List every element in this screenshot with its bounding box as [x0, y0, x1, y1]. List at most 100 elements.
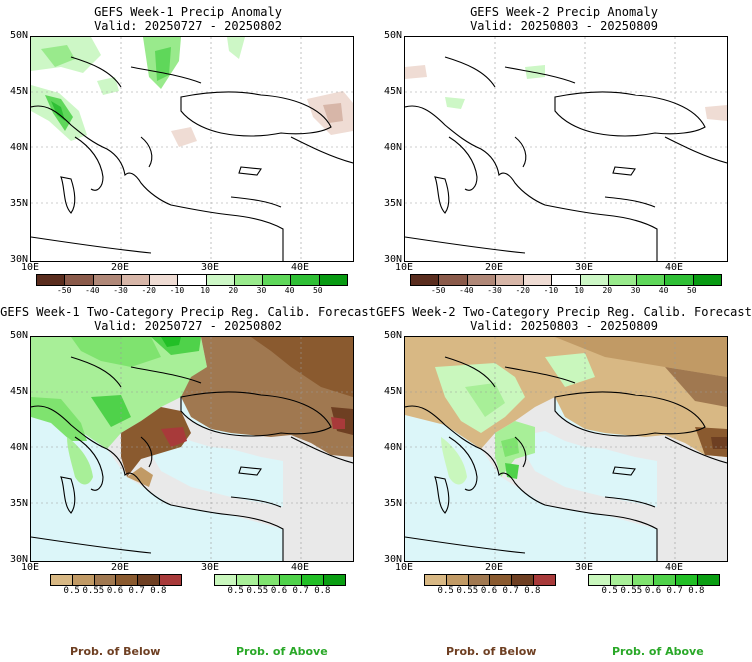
- panel-valid-dates: Valid: 20250727 - 20250802: [94, 19, 282, 33]
- colorbar-tick-label: 0.6: [644, 586, 662, 596]
- colorbar-tick-label: 0.5: [63, 586, 80, 596]
- colorbar-tick-label: 20: [602, 286, 613, 295]
- lon-label: 30E: [574, 262, 594, 273]
- anomaly-map: [30, 36, 354, 262]
- colorbar-swatch: [495, 275, 525, 285]
- prob-below-colorbar: [424, 574, 556, 586]
- prob-below-label: Prob. of Below: [446, 645, 537, 658]
- lat-label: 45N: [383, 86, 402, 97]
- anomaly-colorbar: [410, 274, 722, 286]
- lat-label: 45N: [9, 86, 28, 97]
- colorbar-swatch: [610, 575, 633, 585]
- lon-label: 40E: [664, 562, 684, 573]
- colorbar-tick-label: 0.7: [292, 586, 309, 596]
- panel-valid-dates: Valid: 20250803 - 20250809: [470, 19, 658, 33]
- colorbar-tick-label: 10: [574, 286, 584, 295]
- prob-above-colorbar: [588, 574, 720, 586]
- anomaly-colorbar-labels: -50 -40 -30 -20 -10 10 20 30 40 50: [36, 287, 346, 297]
- colorbar-swatch: [580, 275, 609, 285]
- colorbar-swatch: [468, 575, 491, 585]
- colorbar-tick-label: 0.6: [480, 586, 498, 596]
- colorbar-swatch: [72, 575, 95, 585]
- colorbar-swatch: [665, 275, 694, 285]
- colorbar-tick-label: -20: [515, 286, 530, 295]
- colorbar-swatch: [411, 275, 440, 285]
- colorbar-swatch: [534, 575, 555, 585]
- panel-title: GEFS Week-2 Two-Category Precip Reg. Cal…: [376, 305, 752, 319]
- colorbar-tick-label: 50: [686, 286, 697, 295]
- colorbar-tick-label: -20: [141, 286, 156, 295]
- colorbar-tick-label: 50: [312, 286, 323, 295]
- prob-below-colorbar: [50, 574, 182, 586]
- lat-label: 45N: [383, 386, 402, 397]
- prob-below-colorbar-labels: 0.5 0.55 0.6 0.7 0.8: [50, 587, 180, 597]
- colorbar-tick-label: 30: [256, 286, 267, 295]
- colorbar-tick-label: -30: [113, 286, 128, 295]
- colorbar-swatch: [637, 275, 666, 285]
- colorbar-swatch: [589, 575, 611, 585]
- lon-label: 40E: [290, 562, 310, 573]
- colorbar-swatch: [425, 575, 447, 585]
- prob-above-label: Prob. of Above: [236, 645, 328, 658]
- colorbar-tick-label: 0.55: [82, 586, 105, 596]
- colorbar-swatch: [51, 575, 73, 585]
- colorbar-tick-label: 0.55: [246, 586, 269, 596]
- colorbar-swatch: [206, 275, 235, 285]
- probability-map: [404, 336, 728, 562]
- colorbar-swatch: [263, 275, 292, 285]
- lon-label: 10E: [20, 262, 40, 273]
- colorbar-tick-label: -40: [459, 286, 474, 295]
- colorbar-swatch: [138, 575, 161, 585]
- anomaly-colorbar: [36, 274, 348, 286]
- colorbar-tick-label: 0.7: [666, 586, 683, 596]
- lat-label: 35N: [9, 498, 28, 509]
- colorbar-tick-label: 0.8: [314, 586, 331, 596]
- prob-above-colorbar-labels: 0.5 0.55 0.6 0.7 0.8: [214, 587, 344, 597]
- colorbar-tick-label: 40: [658, 286, 669, 295]
- prob-above-label: Prob. of Above: [612, 645, 704, 658]
- colorbar-tick-label: 0.5: [227, 586, 244, 596]
- lat-label: 40N: [383, 142, 402, 153]
- prob-below-label: Prob. of Below: [70, 645, 161, 658]
- anomaly-colorbar-labels: -50 -40 -30 -20 -10 10 20 30 40 50: [410, 287, 720, 297]
- panel-week1-probability: GEFS Week-1 Two-Category Precip Reg. Cal…: [0, 300, 376, 610]
- colorbar-swatch: [215, 575, 237, 585]
- prob-above-colorbar: [214, 574, 346, 586]
- colorbar-swatch: [512, 575, 535, 585]
- colorbar-swatch: [93, 275, 122, 285]
- colorbar-swatch: [121, 275, 151, 285]
- panel-title: GEFS Week-1 Two-Category Precip Reg. Cal…: [0, 305, 376, 319]
- colorbar-swatch: [654, 575, 677, 585]
- colorbar-swatch: [324, 575, 345, 585]
- lon-label: 30E: [200, 562, 220, 573]
- colorbar-swatch: [116, 575, 139, 585]
- lat-label: 35N: [9, 198, 28, 209]
- colorbar-swatch: [676, 575, 699, 585]
- lon-label: 20E: [484, 562, 504, 573]
- panel-title: GEFS Week-1 Precip Anomaly: [94, 5, 282, 19]
- panel-valid-dates: Valid: 20250727 - 20250802: [94, 319, 282, 333]
- anomaly-map: [404, 36, 728, 262]
- colorbar-swatch: [150, 275, 179, 285]
- lon-label: 10E: [394, 262, 414, 273]
- colorbar-tick-label: 0.8: [150, 586, 167, 596]
- colorbar-swatch: [524, 275, 553, 285]
- lat-label: 50N: [9, 30, 28, 41]
- colorbar-tick-label: 0.55: [620, 586, 643, 596]
- colorbar-tick-label: 20: [228, 286, 239, 295]
- lon-label: 40E: [664, 262, 684, 273]
- panel-week1-anomaly: GEFS Week-1 Precip Anomaly Valid: 202507…: [0, 0, 376, 300]
- colorbar-swatch: [698, 575, 719, 585]
- colorbar-swatch: [94, 575, 117, 585]
- colorbar-swatch: [65, 275, 94, 285]
- colorbar-swatch: [439, 275, 468, 285]
- colorbar-tick-label: -10: [543, 286, 559, 295]
- colorbar-swatch: [236, 575, 259, 585]
- lon-label: 40E: [290, 262, 310, 273]
- colorbar-swatch: [608, 275, 638, 285]
- lat-label: 50N: [9, 330, 28, 341]
- colorbar-swatch: [302, 575, 325, 585]
- lat-label: 45N: [9, 386, 28, 397]
- colorbar-tick-label: 0.55: [456, 586, 479, 596]
- colorbar-tick-label: 0.8: [524, 586, 541, 596]
